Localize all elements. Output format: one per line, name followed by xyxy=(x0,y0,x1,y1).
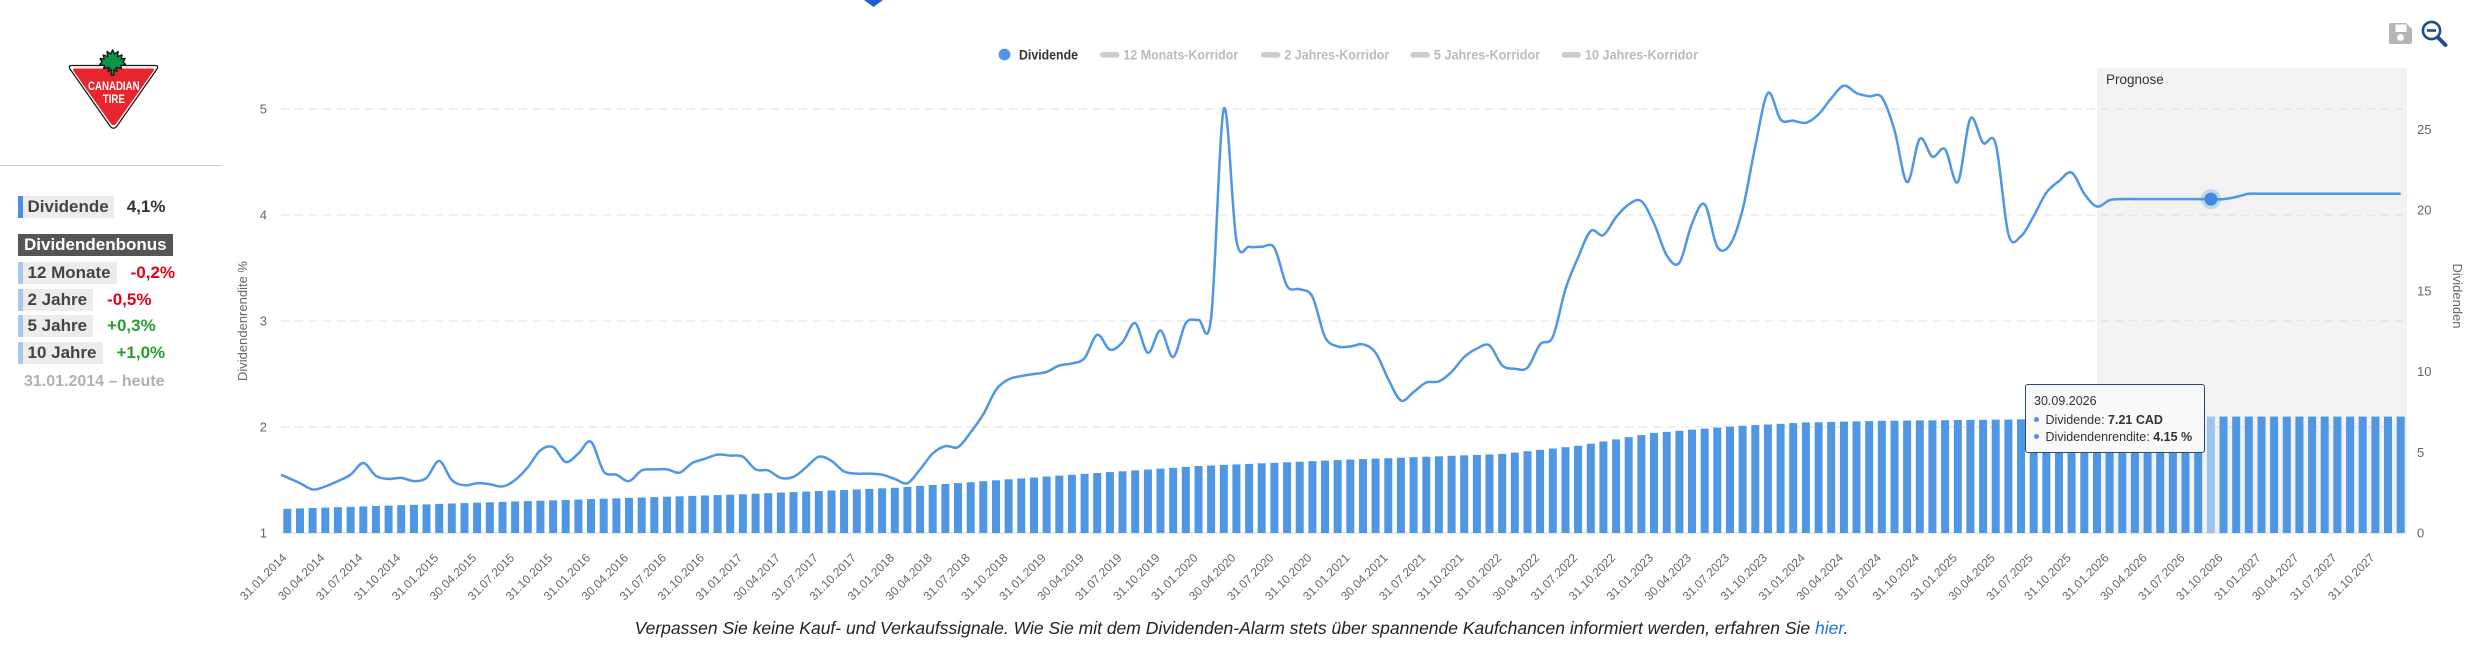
svg-text:10: 10 xyxy=(2417,364,2431,379)
svg-text:1: 1 xyxy=(260,526,267,541)
svg-text:3: 3 xyxy=(260,314,267,329)
svg-text:Dividenden: Dividenden xyxy=(2450,263,2465,328)
svg-text:5 Jahres-Korridor: 5 Jahres-Korridor xyxy=(1434,47,1541,63)
svg-text:5: 5 xyxy=(260,102,267,117)
svg-text:20: 20 xyxy=(2417,203,2431,218)
svg-text:Dividendenrendite %: Dividendenrendite % xyxy=(235,261,250,381)
svg-text:15: 15 xyxy=(2417,283,2431,298)
svg-text:5: 5 xyxy=(2417,445,2424,460)
svg-text:Dividende: Dividende xyxy=(1019,47,1078,63)
svg-text:TIRE: TIRE xyxy=(103,92,125,106)
svg-text:4: 4 xyxy=(260,208,267,223)
svg-text:12 Monats-Korridor: 12 Monats-Korridor xyxy=(1123,47,1238,63)
svg-text:Prognose: Prognose xyxy=(2106,72,2164,87)
svg-text:0: 0 xyxy=(2417,526,2424,541)
svg-text:2 Jahres-Korridor: 2 Jahres-Korridor xyxy=(1284,47,1389,63)
svg-text:10 Jahres-Korridor: 10 Jahres-Korridor xyxy=(1585,47,1698,63)
svg-text:CANADIAN: CANADIAN xyxy=(88,79,140,93)
svg-text:25: 25 xyxy=(2417,122,2431,137)
svg-text:2: 2 xyxy=(260,420,267,435)
